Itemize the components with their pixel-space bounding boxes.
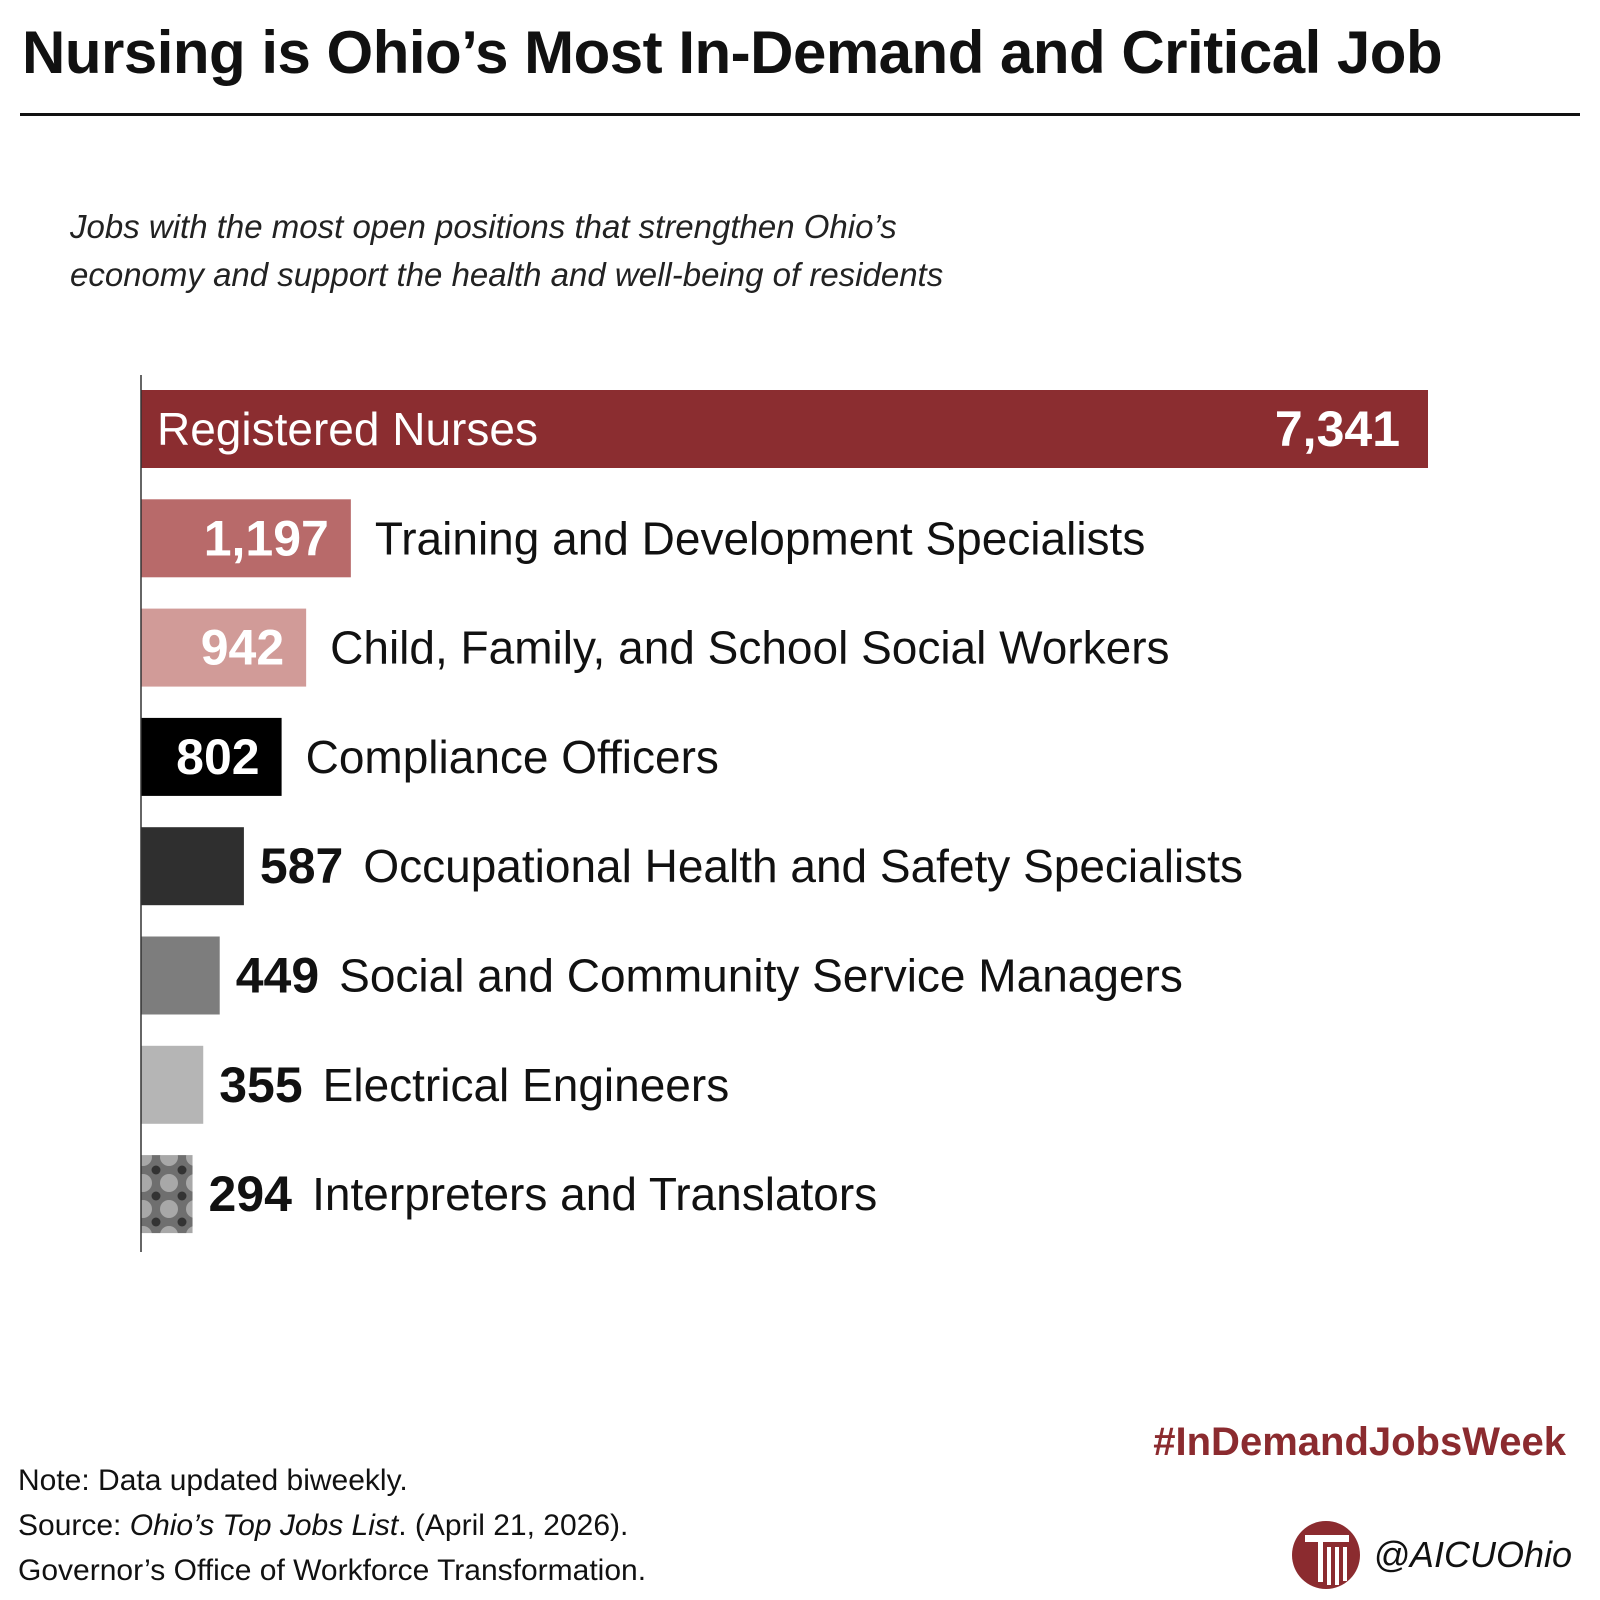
- source-org-line: Governor’s Office of Workforce Transform…: [18, 1554, 647, 1587]
- bar-compliance-officers: [141, 717, 282, 796]
- source-prefix: Source:: [18, 1509, 130, 1542]
- category-label-occupational-health-and-safety-specialists: Occupational Health and Safety Specialis…: [363, 840, 1243, 892]
- value-label-child-family-and-school-social-workers: 942: [201, 620, 284, 676]
- chart-subtitle: Jobs with the most open positions that s…: [70, 203, 1070, 299]
- source-suffix: . (April 21, 2026).: [398, 1509, 629, 1542]
- bar-training-and-development-specialists: [141, 499, 351, 578]
- bar-electrical-engineers: [141, 1045, 204, 1124]
- bar-registered-nurses: [141, 390, 1428, 468]
- title-divider: [20, 113, 1580, 116]
- bars-layer: Registered Nurses 7,341 1,197 Training and …: [141, 390, 1428, 1234]
- value-label-social-and-community-service-managers: 449: [236, 948, 319, 1004]
- value-label-compliance-officers: 802: [176, 729, 259, 785]
- value-label-interpreters-and-translators: 294: [209, 1166, 293, 1222]
- value-label-training-and-development-specialists: 1,197: [204, 510, 329, 566]
- category-label-registered-nurses: Registered Nurses: [157, 403, 538, 455]
- category-label-interpreters-and-translators: Interpreters and Translators: [312, 1168, 877, 1220]
- bar-occupational-health-and-safety-specialists: [141, 827, 244, 906]
- category-label-training-and-development-specialists: Training and Development Specialists: [375, 512, 1145, 564]
- subtitle-line-2: economy and support the health and well-…: [70, 256, 944, 293]
- value-label-registered-nurses: 7,341: [1275, 401, 1400, 457]
- category-label-social-and-community-service-managers: Social and Community Service Managers: [339, 950, 1183, 1002]
- source-note: Note: Data updated biweekly. Source: Ohi…: [18, 1458, 646, 1593]
- note-line: Note: Data updated biweekly.: [18, 1464, 408, 1497]
- bar-interpreters-and-translators: [141, 1155, 193, 1234]
- bar-social-and-community-service-managers: [141, 936, 220, 1015]
- hashtag: #InDemandJobsWeek: [1153, 1420, 1566, 1464]
- category-label-electrical-engineers: Electrical Engineers: [323, 1059, 730, 1111]
- bar-chart: Registered Nurses 7,341 1,197 Training and …: [140, 375, 1428, 1252]
- chart-title: Nursing is Ohio’s Most In-Demand and Cri…: [22, 19, 1443, 86]
- value-label-occupational-health-and-safety-specialists: 587: [260, 838, 343, 894]
- category-label-child-family-and-school-social-workers: Child, Family, and School Social Workers: [330, 622, 1169, 674]
- brand-handle: @AICUOhio: [1291, 1520, 1572, 1590]
- aicu-column-logo-icon: [1292, 1521, 1361, 1589]
- social-handle: @AICUOhio: [1373, 1534, 1572, 1575]
- category-label-compliance-officers: Compliance Officers: [306, 731, 719, 783]
- subtitle-line-1: Jobs with the most open positions that s…: [70, 208, 897, 245]
- value-label-electrical-engineers: 355: [219, 1057, 302, 1113]
- source-line: Source: Ohio’s Top Jobs List. (April 21,…: [18, 1503, 646, 1548]
- bar-child-family-and-school-social-workers: [141, 608, 307, 687]
- source-title: Ohio’s Top Jobs List: [129, 1509, 399, 1542]
